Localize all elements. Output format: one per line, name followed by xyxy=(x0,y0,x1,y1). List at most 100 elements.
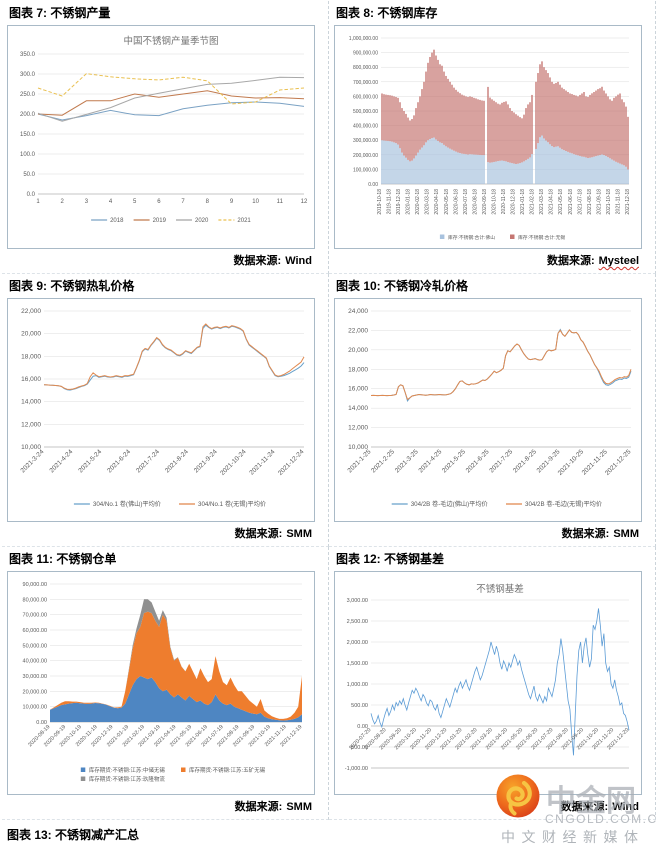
svg-text:2021: 2021 xyxy=(237,218,251,224)
chart12-header: 图表 12: 不锈钢基差 xyxy=(336,552,445,566)
svg-text:304/2B 卷-毛边(佛山)平均价: 304/2B 卷-毛边(佛山)平均价 xyxy=(411,500,488,508)
svg-text:2,000.00: 2,000.00 xyxy=(347,640,368,646)
chart10-header: 图表 10: 不锈钢冷轧价格 xyxy=(336,279,469,293)
svg-text:-1,000.00: -1,000.00 xyxy=(345,766,368,772)
svg-text:16,000: 16,000 xyxy=(348,386,368,393)
chart12-canvas: -1,000.00 -500.00 0.00 500.00 1,000.00 1,500.… xyxy=(345,583,631,772)
chart-cell-8: 图表 8: 不锈钢库存 0.00 100,000.00 200,000.00 300,… xyxy=(329,1,656,274)
svg-text:200.0: 200.0 xyxy=(20,112,36,118)
svg-text:1,500.00: 1,500.00 xyxy=(347,661,368,667)
chart8-canvas: 0.00 100,000.00 200,000.00 300,000.00 400,00… xyxy=(349,36,631,241)
svg-text:18,000: 18,000 xyxy=(348,366,368,373)
svg-text:2021-9-24: 2021-9-24 xyxy=(193,448,219,474)
svg-text:8: 8 xyxy=(206,199,210,205)
svg-text:22,000: 22,000 xyxy=(348,327,368,334)
chart7-figure: 0.0 50.0 100.0 150.0 200.0 250.0 300.0 350.0 1 2 3… xyxy=(7,25,315,249)
svg-text:9: 9 xyxy=(230,199,234,205)
svg-text:2021-10-18: 2021-10-18 xyxy=(606,189,612,215)
chart10-data-source: 数据来源: SMM xyxy=(561,528,639,540)
svg-text:-500.00: -500.00 xyxy=(349,745,368,751)
svg-text:70,000.00: 70,000.00 xyxy=(23,613,47,619)
svg-text:10,000.00: 10,000.00 xyxy=(23,705,47,711)
svg-text:2021-06-18: 2021-06-18 xyxy=(568,189,574,215)
svg-text:库存:不锈钢:合计:佛山: 库存:不锈钢:合计:佛山 xyxy=(448,234,495,241)
svg-text:500,000.00: 500,000.00 xyxy=(353,109,378,115)
svg-text:20,000: 20,000 xyxy=(348,347,368,354)
svg-text:2021-04-18: 2021-04-18 xyxy=(549,189,555,215)
svg-text:2020-12-18: 2020-12-18 xyxy=(511,189,517,215)
svg-text:3,000.00: 3,000.00 xyxy=(347,598,368,604)
svg-text:0.0: 0.0 xyxy=(27,192,36,198)
svg-text:600,000.00: 600,000.00 xyxy=(353,94,378,100)
chart8-data-source: 数据来源: Mysteel xyxy=(546,255,639,267)
svg-text:2021-7-24: 2021-7-24 xyxy=(135,448,161,474)
svg-text:3: 3 xyxy=(85,199,89,205)
chart-cell-10: 图表 10: 不锈钢冷轧价格 10,000 12,000 14,000 16,000 1… xyxy=(329,274,656,547)
svg-text:50.0: 50.0 xyxy=(23,172,35,178)
svg-text:1,000,000.00: 1,000,000.00 xyxy=(349,36,378,42)
svg-text:2019-11-18: 2019-11-18 xyxy=(387,189,393,214)
svg-text:2019-12-18: 2019-12-18 xyxy=(396,189,402,215)
svg-text:12,000: 12,000 xyxy=(348,425,368,432)
svg-text:2021-11-18: 2021-11-18 xyxy=(616,189,622,214)
svg-text:2021-09-18: 2021-09-18 xyxy=(596,189,602,215)
svg-text:2,500.00: 2,500.00 xyxy=(347,619,368,625)
svg-text:30,000.00: 30,000.00 xyxy=(23,674,47,680)
svg-text:304/2B 卷-毛边(无锡)平均价: 304/2B 卷-毛边(无锡)平均价 xyxy=(525,500,602,508)
svg-text:2020-09-18: 2020-09-18 xyxy=(482,189,488,215)
chart8-figure: 0.00 100,000.00 200,000.00 300,000.00 400,00… xyxy=(334,25,642,249)
chart13-header: 图表 13: 不锈钢减产汇总 xyxy=(7,828,140,842)
svg-text:10,000: 10,000 xyxy=(348,444,368,451)
chart-cell-7: 图表 7: 不锈钢产量 0.0 50.0 100.0 150.0 200.0 250.0 3… xyxy=(2,1,329,274)
svg-text:2021-6-24: 2021-6-24 xyxy=(106,448,132,474)
svg-text:6: 6 xyxy=(157,199,161,205)
svg-text:2020-03-18: 2020-03-18 xyxy=(425,189,431,215)
svg-text:2021-05-18: 2021-05-18 xyxy=(558,189,564,215)
svg-text:80,000.00: 80,000.00 xyxy=(23,597,47,603)
chart-grid: 图表 7: 不锈钢产量 0.0 50.0 100.0 150.0 200.0 250.0 3… xyxy=(2,1,656,820)
svg-text:500.00: 500.00 xyxy=(351,703,368,709)
svg-text:100.0: 100.0 xyxy=(20,152,36,158)
svg-text:24,000: 24,000 xyxy=(348,308,368,315)
svg-text:2021-4-24: 2021-4-24 xyxy=(48,448,74,474)
svg-text:2: 2 xyxy=(61,199,65,205)
chart9-canvas: 10,000 12,000 14,000 16,000 18,000 20,000 22,0… xyxy=(20,308,306,508)
chart-cell-9: 图表 9: 不锈钢热轧价格 10,000 12,000 14,000 16,000 18… xyxy=(2,274,329,547)
svg-text:2018: 2018 xyxy=(110,218,124,224)
svg-text:2021-3-25: 2021-3-25 xyxy=(394,448,420,474)
svg-text:22,000: 22,000 xyxy=(21,308,41,315)
svg-text:2020-07-18: 2020-07-18 xyxy=(463,189,469,215)
svg-text:库存:不锈钢:合计:无锡: 库存:不锈钢:合计:无锡 xyxy=(518,234,565,241)
svg-text:304/No.1 卷(无锡)平均价: 304/No.1 卷(无锡)平均价 xyxy=(198,500,266,508)
svg-text:40,000.00: 40,000.00 xyxy=(23,659,47,665)
svg-text:90,000.00: 90,000.00 xyxy=(23,582,47,588)
svg-text:2021-5-24: 2021-5-24 xyxy=(77,448,103,474)
svg-text:14,000: 14,000 xyxy=(21,399,41,406)
svg-text:2021-4-25: 2021-4-25 xyxy=(417,448,443,474)
svg-text:2021-2-25: 2021-2-25 xyxy=(370,448,396,474)
chart10-figure: 10,000 12,000 14,000 16,000 18,000 20,000 22,0… xyxy=(334,298,642,522)
chart12-data-source: 数据来源: Wind xyxy=(560,801,639,813)
svg-text:2021-07-18: 2021-07-18 xyxy=(577,189,583,215)
svg-text:304/No.1 卷(佛山)平均价: 304/No.1 卷(佛山)平均价 xyxy=(93,500,161,508)
chart-cell-12: 图表 12: 不锈钢基差 -1,000.00 -500.00 0.00 500.00 1… xyxy=(329,547,656,820)
svg-text:12: 12 xyxy=(301,199,308,205)
svg-text:2020-02-18: 2020-02-18 xyxy=(415,189,421,215)
chart9-figure: 10,000 12,000 14,000 16,000 18,000 20,000 22,0… xyxy=(7,298,315,522)
svg-text:4: 4 xyxy=(109,199,113,205)
svg-text:0.00: 0.00 xyxy=(36,720,47,726)
svg-text:2019: 2019 xyxy=(153,218,167,224)
chart7-header: 图表 7: 不锈钢产量 xyxy=(9,6,111,20)
svg-text:350.0: 350.0 xyxy=(20,52,36,58)
svg-text:库存期货:不锈钢:江苏:五矿无锡: 库存期货:不锈钢:江苏:五矿无锡 xyxy=(189,766,266,774)
chart7-data-source: 数据来源: Wind xyxy=(233,255,312,267)
svg-text:2021-8-25: 2021-8-25 xyxy=(512,448,538,474)
svg-text:2021-5-25: 2021-5-25 xyxy=(441,448,467,474)
svg-text:250.0: 250.0 xyxy=(20,92,36,98)
chart12-figure: -1,000.00 -500.00 0.00 500.00 1,000.00 1,500.… xyxy=(334,571,642,795)
svg-text:300,000.00: 300,000.00 xyxy=(353,138,378,144)
svg-text:20,000.00: 20,000.00 xyxy=(23,689,47,695)
svg-text:2020-11-18: 2020-11-18 xyxy=(501,189,507,214)
chart11-canvas: 0.00 10,000.00 20,000.00 30,000.00 40,000.00… xyxy=(23,582,304,783)
